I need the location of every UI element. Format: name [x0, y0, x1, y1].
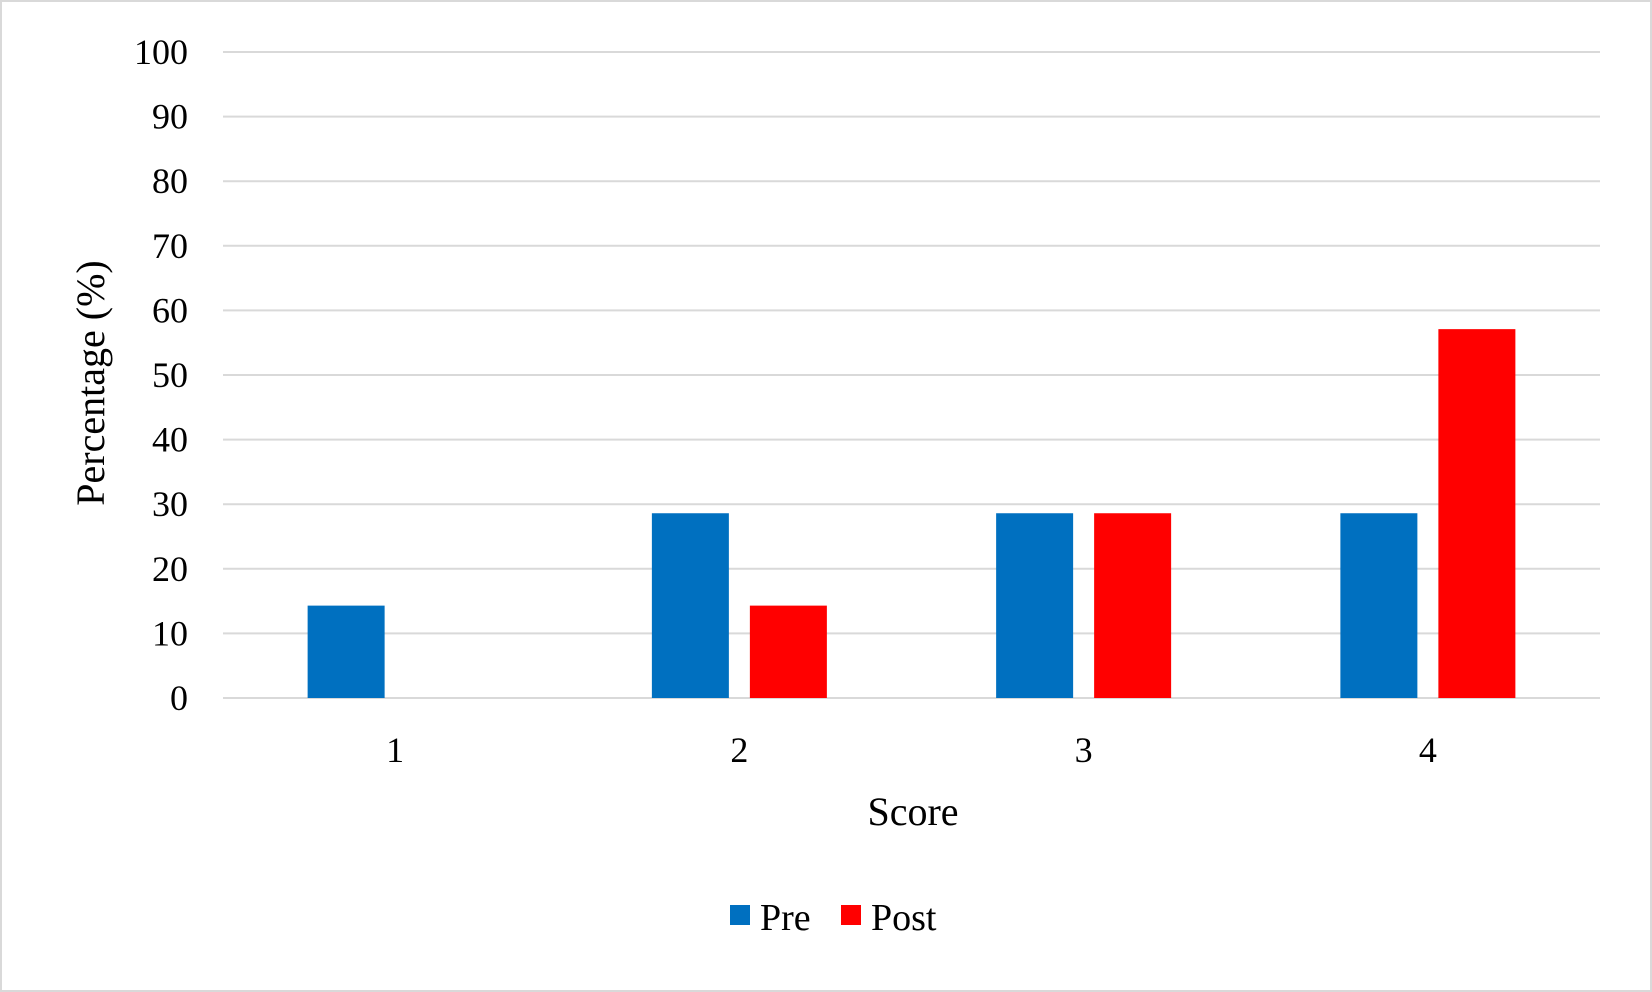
- bar-post-score-2: [749, 605, 827, 698]
- x-tick-label-4: 4: [1419, 730, 1437, 770]
- legend-label-post: Post: [871, 897, 937, 939]
- x-axis-ticks: 1 2 3 4: [386, 730, 1437, 770]
- legend-label-pre: Pre: [760, 897, 811, 939]
- y-tick-label-50: 50: [152, 355, 188, 395]
- y-tick-label-0: 0: [170, 678, 188, 718]
- x-tick-label-2: 2: [730, 730, 748, 770]
- y-axis-title: Percentage (%): [68, 260, 113, 505]
- legend: Pre Post: [730, 897, 937, 939]
- y-tick-label-100: 100: [134, 32, 188, 72]
- bar-post-score-3: [1094, 513, 1172, 698]
- y-tick-label-10: 10: [152, 613, 188, 653]
- y-tick-label-80: 80: [152, 161, 188, 201]
- gridlines: [223, 51, 1600, 699]
- legend-swatch-post: [841, 905, 861, 925]
- y-tick-label-90: 90: [152, 97, 188, 137]
- y-tick-label-20: 20: [152, 549, 188, 589]
- y-axis-ticks: 0 10 20 30 40 50 60 70 80 90 100: [134, 32, 188, 718]
- y-tick-label-60: 60: [152, 290, 188, 330]
- legend-swatch-pre: [730, 905, 750, 925]
- x-tick-label-1: 1: [386, 730, 404, 770]
- bar-pre-score-1: [307, 605, 385, 698]
- bars: [307, 329, 1516, 698]
- y-tick-label-30: 30: [152, 484, 188, 524]
- x-tick-label-3: 3: [1075, 730, 1093, 770]
- bar-pre-score-4: [1340, 513, 1418, 698]
- y-tick-label-40: 40: [152, 420, 188, 460]
- y-tick-label-70: 70: [152, 226, 188, 266]
- bar-pre-score-2: [651, 513, 729, 698]
- x-axis-title: Score: [867, 789, 958, 834]
- bar-pre-score-3: [996, 513, 1074, 698]
- bar-post-score-4: [1438, 329, 1516, 698]
